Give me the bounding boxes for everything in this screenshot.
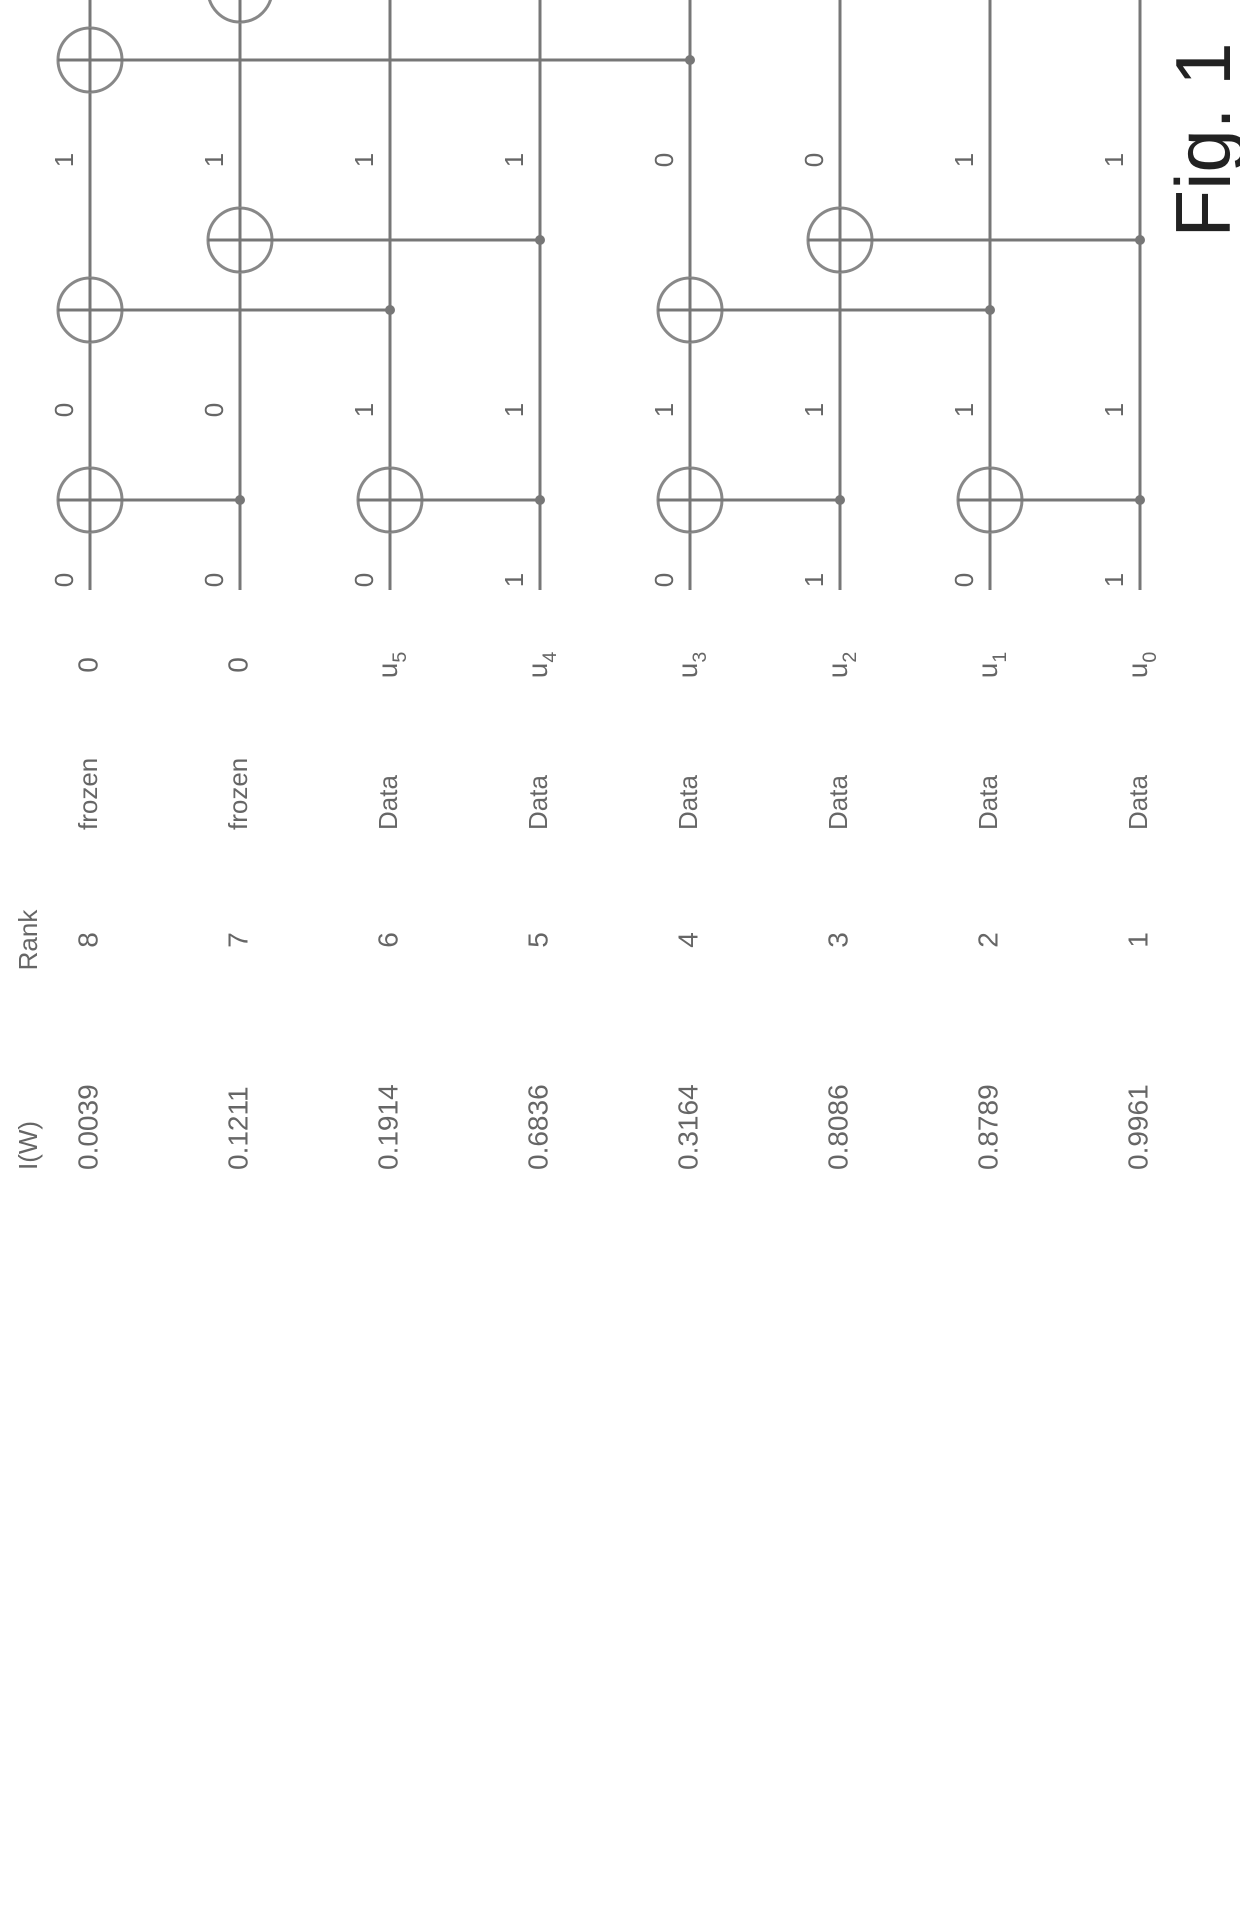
svg-text:frozen: frozen xyxy=(223,758,253,830)
svg-text:1: 1 xyxy=(199,153,229,167)
svg-text:u1: u1 xyxy=(972,652,1011,678)
svg-text:0.1211: 0.1211 xyxy=(222,1086,253,1170)
svg-text:1: 1 xyxy=(1122,932,1153,948)
svg-text:Data: Data xyxy=(373,775,403,830)
svg-text:0.6836: 0.6836 xyxy=(522,1084,553,1170)
svg-text:6: 6 xyxy=(372,932,403,948)
svg-text:Data: Data xyxy=(523,775,553,830)
svg-text:1: 1 xyxy=(949,153,979,167)
svg-text:Data: Data xyxy=(673,775,703,830)
svg-text:1: 1 xyxy=(799,573,829,587)
svg-text:0: 0 xyxy=(649,153,679,167)
svg-text:1: 1 xyxy=(1099,573,1129,587)
svg-text:1: 1 xyxy=(349,403,379,417)
svg-text:1: 1 xyxy=(649,403,679,417)
svg-text:0: 0 xyxy=(349,573,379,587)
svg-text:u0: u0 xyxy=(1122,652,1161,679)
svg-text:Data: Data xyxy=(1123,775,1153,830)
junction-dot xyxy=(535,235,545,245)
junction-dot xyxy=(385,305,395,315)
svg-text:I(W): I(W) xyxy=(13,1121,43,1170)
junction-dot xyxy=(685,55,695,65)
svg-text:0: 0 xyxy=(222,657,253,673)
svg-text:frozen: frozen xyxy=(73,758,103,830)
svg-text:1: 1 xyxy=(799,403,829,417)
svg-text:0: 0 xyxy=(72,657,103,673)
diagram-svg: I(W)Rank0.00398frozen0Wy100.12117frozen0… xyxy=(0,0,1240,1240)
svg-text:Rank: Rank xyxy=(13,909,43,971)
svg-text:1: 1 xyxy=(1099,403,1129,417)
svg-text:0.3164: 0.3164 xyxy=(672,1084,703,1170)
svg-text:0.0039: 0.0039 xyxy=(72,1084,103,1170)
svg-text:u2: u2 xyxy=(822,652,861,678)
svg-text:1: 1 xyxy=(499,153,529,167)
junction-dot xyxy=(235,495,245,505)
svg-text:1: 1 xyxy=(349,153,379,167)
svg-text:0.1914: 0.1914 xyxy=(372,1084,403,1170)
svg-text:8: 8 xyxy=(72,932,103,948)
svg-text:Data: Data xyxy=(973,775,1003,830)
svg-text:4: 4 xyxy=(672,932,703,948)
junction-dot xyxy=(985,305,995,315)
svg-text:Data: Data xyxy=(823,775,853,830)
svg-text:1: 1 xyxy=(949,403,979,417)
svg-text:3: 3 xyxy=(822,932,853,948)
junction-dot xyxy=(835,495,845,505)
svg-text:0: 0 xyxy=(799,153,829,167)
figure-caption: Fig. 1 xyxy=(1159,42,1240,237)
svg-text:u3: u3 xyxy=(672,652,711,679)
svg-text:0.9961: 0.9961 xyxy=(1122,1084,1153,1170)
svg-text:1: 1 xyxy=(499,573,529,587)
svg-text:7: 7 xyxy=(222,932,253,948)
svg-text:1: 1 xyxy=(1099,153,1129,167)
svg-text:u5: u5 xyxy=(372,652,411,679)
svg-text:0.8086: 0.8086 xyxy=(822,1084,853,1170)
svg-text:1: 1 xyxy=(49,153,79,167)
junction-dot xyxy=(1135,235,1145,245)
svg-text:2: 2 xyxy=(972,932,1003,948)
svg-text:5: 5 xyxy=(522,932,553,948)
svg-text:0: 0 xyxy=(199,403,229,417)
svg-text:1: 1 xyxy=(499,403,529,417)
svg-text:u4: u4 xyxy=(522,652,561,679)
svg-text:0: 0 xyxy=(649,573,679,587)
junction-dot xyxy=(1135,495,1145,505)
svg-text:0.8789: 0.8789 xyxy=(972,1084,1003,1170)
svg-text:0: 0 xyxy=(49,403,79,417)
figure-stage: I(W)Rank0.00398frozen0Wy100.12117frozen0… xyxy=(0,0,1240,1240)
svg-text:0: 0 xyxy=(949,573,979,587)
svg-text:0: 0 xyxy=(199,573,229,587)
svg-text:0: 0 xyxy=(49,573,79,587)
junction-dot xyxy=(535,495,545,505)
